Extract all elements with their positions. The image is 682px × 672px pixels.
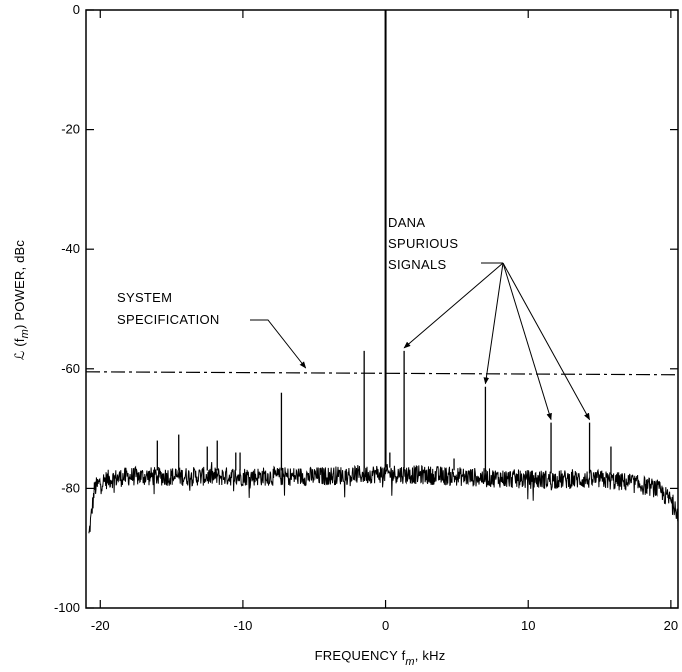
spur-arrow (403, 262, 504, 349)
x-tick-label: -20 (91, 618, 110, 633)
spur-arrow (502, 262, 552, 421)
spec-label: SYSTEM SPECIFICATION (117, 290, 220, 327)
y-tick-label: -60 (61, 361, 80, 376)
x-tick-label: 0 (382, 618, 389, 633)
spec-label-line-1: SYSTEM (117, 290, 172, 305)
y-tick-label: -100 (54, 600, 80, 615)
y-tick-label: -40 (61, 241, 80, 256)
spur-label: DANA SPURIOUS SIGNALS (388, 215, 458, 272)
plot-frame (85, 9, 679, 609)
y-tick-label: -80 (61, 480, 80, 495)
spur-arrow (502, 262, 590, 421)
x-tick-label: 10 (521, 618, 535, 633)
x-axis-ticks: -20 -10 0 10 20 (91, 10, 678, 633)
system-specification-line (85, 371, 679, 376)
y-tick-label: 0 (73, 2, 80, 17)
spurious-signal-lines (156, 350, 612, 475)
x-tick-label: 20 (664, 618, 678, 633)
spur-label-line-2: SPURIOUS (388, 236, 458, 251)
spec-label-leader-arrow (250, 319, 307, 369)
x-axis-title: FREQUENCY fm, kHz (315, 648, 446, 668)
noise-floor-trace (88, 462, 679, 534)
y-axis-title: ℒ (fm) POWER, dBc (12, 240, 31, 360)
spur-label-line-3: SIGNALS (388, 257, 446, 272)
spur-label-line-1: DANA (388, 215, 425, 230)
spec-label-line-2: SPECIFICATION (117, 312, 220, 327)
spur-arrow (483, 262, 504, 385)
y-axis-ticks: 0 -20 -40 -60 -80 -100 (54, 2, 678, 615)
y-tick-label: -20 (61, 122, 80, 137)
x-tick-label: -10 (234, 618, 253, 633)
spur-label-arrows (403, 262, 590, 421)
